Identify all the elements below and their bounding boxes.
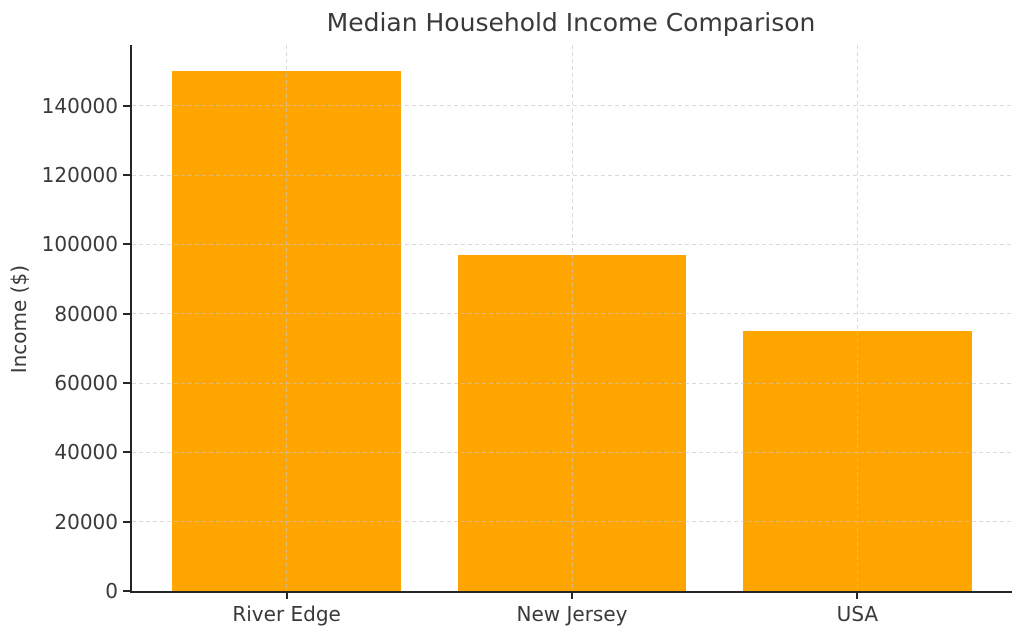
y-tick-label: 140000 [41, 93, 118, 118]
gridline-vertical [286, 45, 288, 591]
y-tick-label: 100000 [41, 232, 118, 257]
y-tick-label: 120000 [41, 163, 118, 187]
x-tick-mark [285, 591, 288, 599]
y-tick-mark [123, 104, 130, 107]
x-tick-mark [856, 591, 859, 599]
y-tick-mark [123, 312, 130, 315]
chart-title: Median Household Income Comparison [326, 8, 816, 37]
y-tick-label: 60000 [54, 371, 118, 395]
gridline-vertical [856, 45, 858, 591]
y-tick-mark [123, 243, 130, 246]
x-tick-label: River Edge [232, 602, 341, 626]
x-tick-mark [571, 591, 573, 599]
y-tick-mark [123, 451, 130, 454]
y-tick-mark [123, 520, 130, 523]
y-tick-label: 0 [105, 579, 118, 603]
y-tick-mark [123, 590, 130, 592]
x-tick-label: New Jersey [516, 602, 628, 626]
y-tick-mark [123, 382, 130, 384]
y-tick-label: 80000 [54, 301, 118, 326]
gridline-vertical [571, 45, 573, 591]
y-tick-label: 40000 [54, 440, 118, 465]
y-axis-label-container: Income ($) [4, 45, 34, 593]
y-axis-label: Income ($) [7, 264, 31, 374]
y-tick-label: 20000 [54, 509, 118, 534]
plot-area: 0 20000 40000 60000 80000 100000 120000 140000 R… [42, 45, 1012, 626]
x-tick-label: USA [836, 602, 879, 626]
y-tick-mark [123, 174, 130, 176]
